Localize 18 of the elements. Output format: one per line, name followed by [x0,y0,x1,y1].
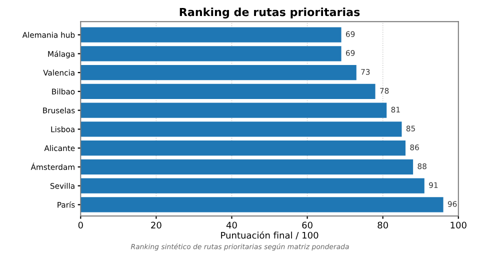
x-tick-label: 60 [302,222,312,229]
bar [80,65,356,80]
bar [80,84,376,99]
x-tick-label: 0 [78,222,83,229]
x-tick-label: 80 [378,222,388,229]
bar [80,122,402,137]
x-tick-label: 40 [226,222,237,229]
bar [80,46,342,62]
bar [80,27,342,42]
x-tick-label: 20 [151,222,162,229]
bar [80,102,387,118]
bar [80,140,406,156]
chart-title: Ranking de rutas prioritarias [180,8,360,18]
x-tick-label: 100 [450,222,466,229]
bar [80,159,414,174]
x-axis-title: Puntuación final / 100 [221,231,318,240]
bar [80,197,444,212]
bar [80,178,424,194]
